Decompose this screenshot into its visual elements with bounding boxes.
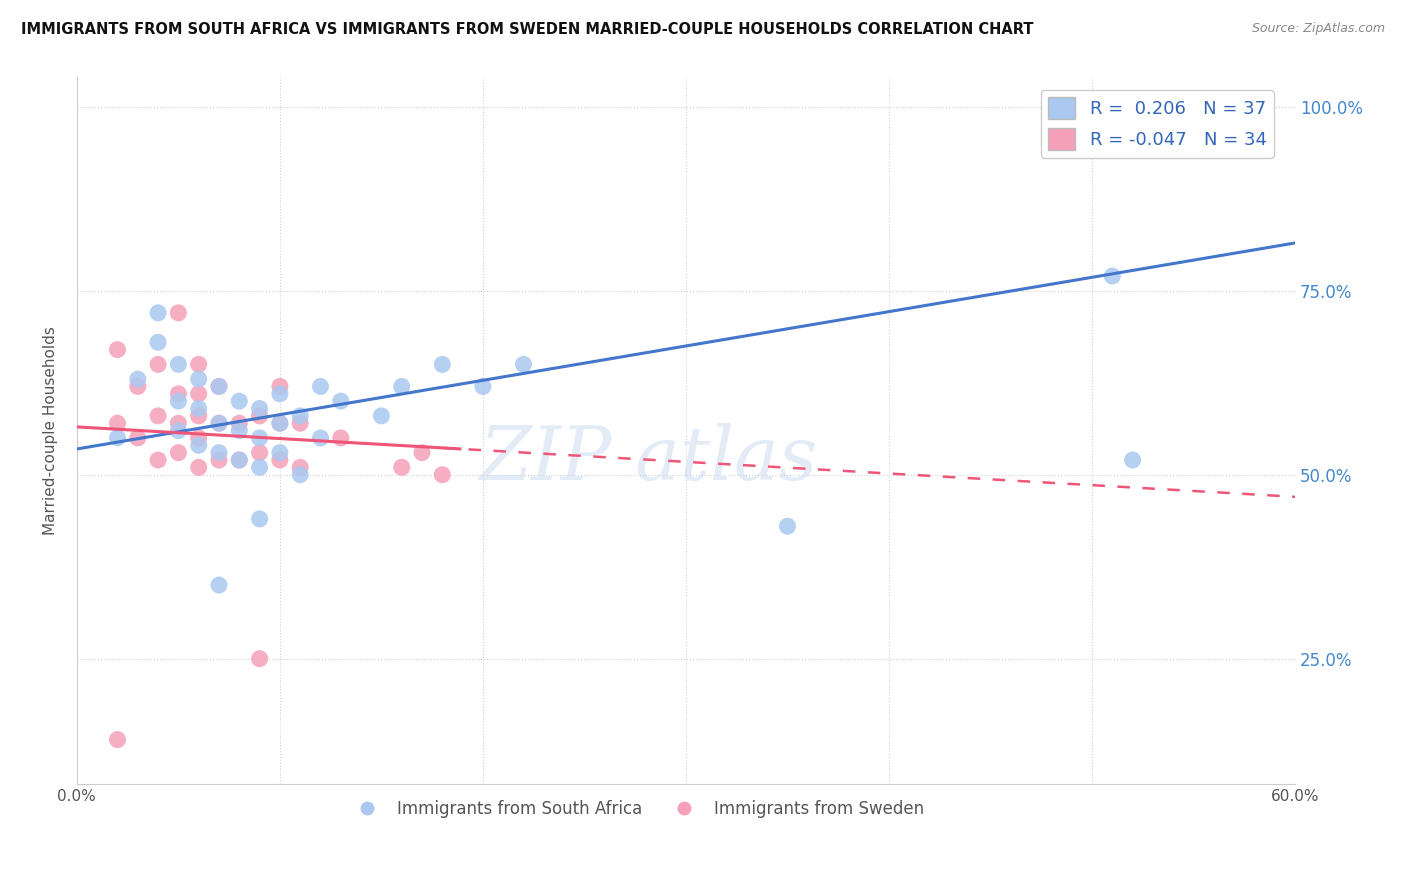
Point [249, 460, 271, 475]
Point [107, 343, 129, 357]
Point [187, 460, 209, 475]
Point [249, 445, 271, 459]
Point [269, 386, 291, 401]
Point [269, 379, 291, 393]
Point [187, 386, 209, 401]
Point [290, 416, 312, 430]
Point [249, 431, 271, 445]
Point [127, 379, 149, 393]
Point [167, 306, 190, 320]
Point [187, 431, 209, 445]
Point [208, 578, 231, 592]
Point [432, 357, 454, 371]
Point [370, 409, 392, 423]
Point [107, 732, 129, 747]
Point [187, 438, 209, 452]
Point [167, 386, 190, 401]
Point [309, 431, 332, 445]
Point [249, 651, 271, 665]
Point [187, 372, 209, 386]
Point [107, 431, 129, 445]
Point [290, 467, 312, 482]
Point [1101, 269, 1123, 284]
Point [187, 357, 209, 371]
Point [127, 431, 149, 445]
Point [269, 453, 291, 467]
Point [146, 453, 169, 467]
Point [167, 357, 190, 371]
Y-axis label: Married-couple Households: Married-couple Households [44, 326, 58, 535]
Legend: Immigrants from South Africa, Immigrants from Sweden: Immigrants from South Africa, Immigrants… [343, 794, 931, 825]
Point [269, 416, 291, 430]
Point [391, 379, 413, 393]
Point [228, 416, 250, 430]
Point [391, 460, 413, 475]
Point [269, 445, 291, 459]
Point [228, 453, 250, 467]
Point [167, 424, 190, 438]
Point [167, 445, 190, 459]
Point [187, 401, 209, 416]
Point [208, 379, 231, 393]
Point [146, 335, 169, 350]
Point [146, 306, 169, 320]
Point [208, 453, 231, 467]
Point [249, 401, 271, 416]
Point [249, 409, 271, 423]
Point [127, 372, 149, 386]
Point [329, 431, 352, 445]
Point [512, 357, 534, 371]
Point [208, 379, 231, 393]
Point [411, 445, 433, 459]
Point [208, 416, 231, 430]
Point [290, 460, 312, 475]
Point [1122, 453, 1144, 467]
Point [208, 416, 231, 430]
Point [249, 512, 271, 526]
Text: Source: ZipAtlas.com: Source: ZipAtlas.com [1251, 22, 1385, 36]
Point [269, 416, 291, 430]
Point [290, 409, 312, 423]
Point [228, 394, 250, 409]
Point [228, 424, 250, 438]
Point [187, 409, 209, 423]
Point [471, 379, 494, 393]
Text: ZIP atlas: ZIP atlas [481, 423, 818, 495]
Point [146, 357, 169, 371]
Point [208, 445, 231, 459]
Point [167, 394, 190, 409]
Point [329, 394, 352, 409]
Text: IMMIGRANTS FROM SOUTH AFRICA VS IMMIGRANTS FROM SWEDEN MARRIED-COUPLE HOUSEHOLDS: IMMIGRANTS FROM SOUTH AFRICA VS IMMIGRAN… [21, 22, 1033, 37]
Point [228, 453, 250, 467]
Point [432, 467, 454, 482]
Point [776, 519, 799, 533]
Point [167, 416, 190, 430]
Point [146, 409, 169, 423]
Point [309, 379, 332, 393]
Point [107, 416, 129, 430]
